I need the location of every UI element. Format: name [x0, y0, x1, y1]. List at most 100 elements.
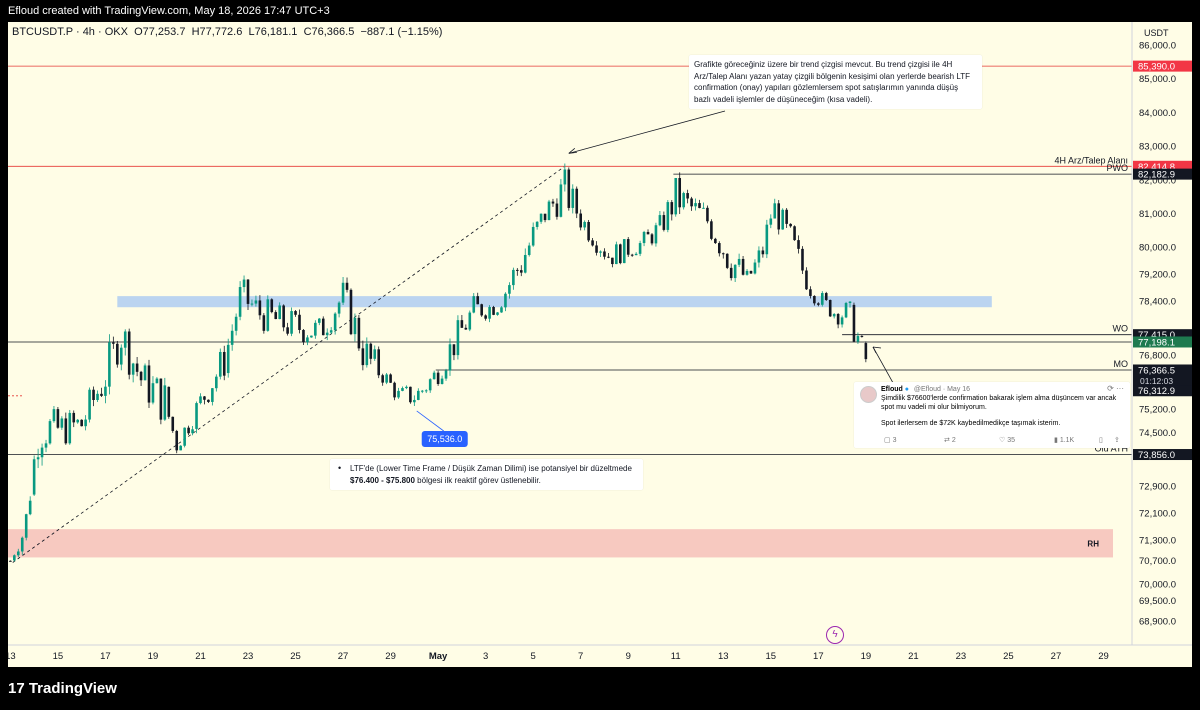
candle-body [836, 313, 840, 325]
candle-body [820, 293, 824, 305]
candle-body [424, 390, 428, 392]
marker-label: 75,536.0 [427, 434, 462, 444]
trendline [12, 166, 565, 563]
candle-body [622, 239, 626, 264]
candle-body [662, 215, 666, 230]
candle-body [147, 365, 151, 403]
time-tick-label: 17 [813, 651, 824, 662]
candle-body [468, 312, 472, 330]
candle-body [131, 363, 135, 375]
share-icon[interactable]: ⇪ [1114, 437, 1120, 444]
level-label: WO [1113, 324, 1129, 334]
candle-body [420, 390, 424, 392]
candle-body [143, 365, 147, 381]
candle-body [302, 329, 305, 343]
candle-body [72, 412, 76, 423]
candle-body [864, 343, 868, 360]
candle-body [48, 421, 52, 444]
candle-body [207, 399, 210, 402]
tweet-body: Şimdilik $76600'lerde confirmation bakar… [881, 394, 1121, 428]
price-label-bg [1133, 168, 1192, 180]
candle-body [60, 418, 64, 428]
candle-body [848, 301, 852, 304]
candle-body [203, 396, 206, 400]
candle-body [725, 253, 729, 268]
candle-body [539, 213, 543, 222]
candle-body [464, 327, 468, 330]
chart-frame[interactable]: RH 4H Arz/Talep Alanı PWO WO MO Old ATH 75,536… [8, 22, 1192, 667]
price-label-bg [1133, 364, 1192, 387]
price-tick-label: 79,200.0 [1139, 270, 1176, 281]
candle-body [234, 316, 238, 331]
embedded-tweet[interactable]: Efloud ● @Efloud · May 16 ⟳ ··· Şimdilik… [854, 382, 1130, 448]
candle-body [523, 254, 527, 273]
time-tick-label: 5 [531, 651, 536, 662]
candle-body [785, 209, 788, 224]
candle-body [76, 419, 80, 423]
currency-label[interactable]: USDT [1144, 28, 1169, 38]
candle-body [230, 330, 234, 345]
candle-body [753, 262, 757, 274]
candle-body [119, 347, 123, 365]
candle-body [108, 342, 111, 387]
tradingview-logo: 17 TradingView [8, 680, 117, 697]
candle-body [480, 304, 483, 316]
bookmark-icon[interactable]: ▯ [1099, 437, 1103, 444]
time-tick-label: 25 [1003, 651, 1014, 662]
low-value: 76,181.1 [254, 26, 298, 38]
repost-action[interactable]: ⇄ 2 [944, 437, 956, 444]
countdown-label: 01:12:03 [1140, 376, 1173, 386]
candle-body [163, 385, 167, 420]
candle-body [555, 203, 559, 217]
time-tick-label: 23 [956, 651, 967, 662]
marker-label-bg [421, 431, 468, 447]
candle-body [777, 203, 781, 230]
price-tick-label: 71,300.0 [1139, 536, 1176, 547]
candle-body [250, 303, 254, 305]
reply-action[interactable]: ▢ 3 [884, 437, 897, 444]
candle-body [139, 371, 143, 381]
candle-body [571, 188, 575, 208]
candle-body [306, 337, 309, 343]
price-tick-label: 75,200.0 [1139, 404, 1176, 415]
candle-body [333, 313, 337, 331]
views-action[interactable]: ▮ 1.1K [1054, 437, 1075, 444]
lightning-icon[interactable]: ϟ [826, 626, 844, 644]
candle-body [321, 318, 325, 336]
candle-body [274, 312, 278, 320]
price-label: 73,856.0 [1138, 450, 1175, 461]
price-tick-label: 72,100.0 [1139, 509, 1176, 520]
ltf-range: $76.400 - $75.800 [350, 475, 415, 485]
time-tick-label: 27 [1051, 651, 1062, 662]
candle-body [595, 245, 598, 253]
candle-body [472, 296, 476, 313]
price-label: 76,312.9 [1138, 386, 1175, 397]
price-label: 82,414.8 [1138, 162, 1175, 173]
candle-body [448, 344, 452, 371]
candle-body [817, 303, 820, 305]
candle-body [813, 295, 816, 304]
candle-body [456, 320, 460, 356]
candle-body [298, 314, 301, 330]
candle-body [840, 317, 844, 325]
price-label: 85,390.0 [1138, 62, 1175, 73]
trendline-note: Grafikte göreceğiniz üzere bir trend çiz… [689, 55, 982, 109]
more-icon[interactable]: ⟳ ··· [1107, 384, 1124, 393]
change-value: −887.1 (−1.15%) [360, 26, 443, 38]
candle-body [745, 270, 749, 275]
candle-body [40, 447, 44, 458]
zone-red [8, 529, 1113, 558]
price-tick-label: 81,000.0 [1139, 209, 1176, 220]
candle-body [155, 378, 159, 384]
candle-body [492, 306, 495, 315]
candle-body [389, 374, 392, 383]
time-tick-label: 25 [290, 651, 301, 662]
price-label-bg [1133, 385, 1192, 397]
marker-connector [416, 410, 444, 432]
price-tick-label: 69,500.0 [1139, 596, 1176, 607]
candle-body [270, 299, 274, 313]
candle-body [28, 500, 32, 515]
like-action[interactable]: ♡ 35 [999, 437, 1016, 444]
price-tick-label: 70,000.0 [1139, 579, 1176, 590]
